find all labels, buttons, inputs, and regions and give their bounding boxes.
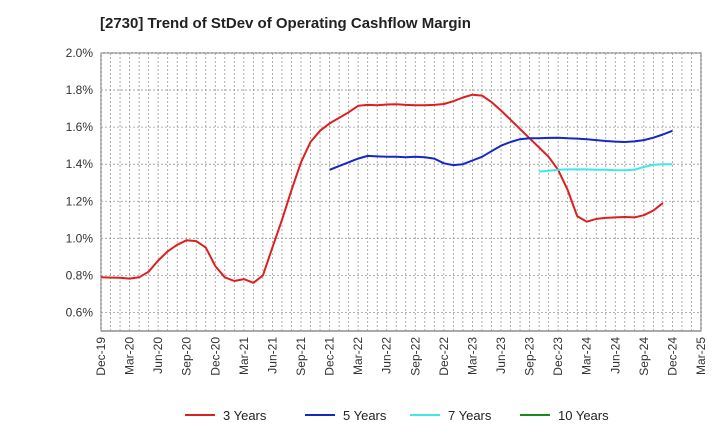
legend-label-3-years: 3 Years [223, 408, 267, 423]
x-tick-label: Mar-20 [123, 337, 137, 375]
y-tick-label: 1.6% [66, 120, 94, 134]
x-tick-label: Mar-21 [237, 337, 251, 375]
legend-label-7-years: 7 Years [448, 408, 492, 423]
plot-frame [100, 52, 702, 332]
x-tick-label: Dec-22 [437, 337, 451, 376]
x-tick-label: Mar-24 [580, 337, 594, 375]
y-tick-label: 1.2% [66, 194, 94, 208]
x-tick-label: Jun-22 [380, 337, 394, 374]
x-tick-label: Dec-20 [208, 337, 222, 376]
legend: 3 Years 5 Years 7 Years 10 Years [185, 408, 609, 423]
y-tick-label: 0.6% [66, 305, 94, 319]
x-tick-label: Jun-20 [151, 337, 165, 374]
x-tick-label: Sep-20 [180, 337, 194, 376]
chart-title: [2730] Trend of StDev of Operating Cashf… [100, 15, 471, 32]
x-tick-label: Sep-23 [523, 337, 537, 376]
grid-layer [100, 52, 702, 332]
series-layer [100, 93, 673, 284]
axis-layer: 0.6% 0.8% 1.0% 1.2% 1.4% 1.6% 1.8% 2.0% Dec-19 Ma… [66, 46, 708, 376]
y-tick-label: 1.8% [66, 83, 94, 97]
y-tick-label: 1.4% [66, 157, 94, 171]
y-tick-label: 2.0% [66, 46, 94, 60]
y-tick-label: 1.0% [66, 231, 94, 245]
legend-label-5-years: 5 Years [343, 408, 387, 423]
x-tick-label: Mar-22 [351, 337, 365, 375]
x-tick-label: Jun-21 [265, 337, 279, 374]
x-tick-label: Sep-24 [637, 337, 651, 376]
y-tick-label: 0.8% [66, 268, 94, 282]
series-line-5-years [329, 129, 673, 171]
legend-label-10-years: 10 Years [558, 408, 609, 423]
x-tick-label: Mar-23 [465, 337, 479, 375]
series-line-7-years [539, 163, 673, 173]
x-tick-label: Dec-21 [323, 337, 337, 376]
series-line-3-years [100, 93, 664, 284]
x-tick-label: Jun-24 [608, 337, 622, 374]
x-tick-label: Sep-21 [294, 337, 308, 376]
x-tick-label: Dec-23 [551, 337, 565, 376]
x-tick-label: Mar-25 [694, 337, 708, 375]
x-tick-label: Dec-24 [665, 337, 679, 376]
x-tick-label: Dec-19 [94, 337, 108, 376]
x-tick-label: Jun-23 [494, 337, 508, 374]
x-tick-label: Sep-22 [408, 337, 422, 376]
